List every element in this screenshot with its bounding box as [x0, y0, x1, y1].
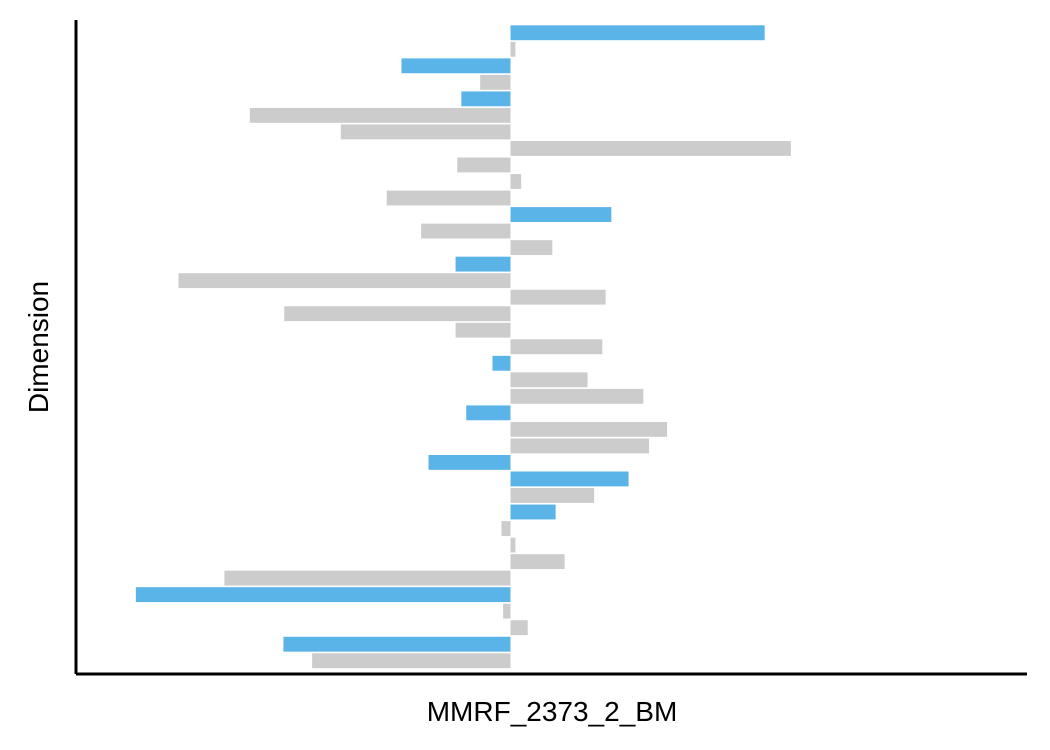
- bar-19: [455, 322, 511, 338]
- bar-27: [428, 454, 511, 470]
- bar-28: [510, 471, 629, 487]
- bar-16: [178, 273, 511, 289]
- x-axis-title: MMRF_2373_2_BM: [427, 696, 678, 727]
- bar-15: [455, 256, 511, 272]
- bar-38: [283, 636, 511, 652]
- bar-23: [510, 388, 644, 404]
- bar-20: [510, 339, 603, 355]
- bar-22: [510, 372, 588, 388]
- bar-29: [510, 488, 595, 503]
- bar-33: [510, 554, 565, 570]
- y-axis-title: Dimension: [23, 281, 54, 413]
- bars-layer: [135, 25, 791, 669]
- bar-5: [461, 91, 511, 107]
- bar-39: [312, 653, 511, 669]
- bar-18: [284, 306, 511, 322]
- bar-4: [480, 74, 511, 90]
- bar-32: [510, 537, 516, 553]
- bar-11: [386, 190, 511, 206]
- bar-21: [492, 355, 511, 371]
- bar-34: [224, 570, 511, 586]
- bar-24: [466, 405, 511, 421]
- bar-37: [510, 620, 528, 636]
- bar-8: [510, 141, 791, 156]
- bar-7: [340, 124, 511, 140]
- bar-30: [510, 504, 556, 520]
- bar-6: [249, 107, 511, 123]
- bar-12: [510, 207, 612, 222]
- bar-26: [510, 438, 650, 454]
- bar-35: [135, 587, 511, 603]
- bar-3: [401, 58, 511, 74]
- bar-25: [510, 421, 668, 437]
- bar-2: [510, 41, 516, 57]
- bar-14: [510, 240, 553, 256]
- bar-31: [501, 521, 511, 536]
- bar-1: [510, 25, 765, 41]
- bar-10: [510, 174, 522, 189]
- bar-36: [503, 603, 511, 619]
- bar-9: [457, 157, 511, 173]
- bar-13: [421, 223, 511, 239]
- bar-17: [510, 289, 606, 305]
